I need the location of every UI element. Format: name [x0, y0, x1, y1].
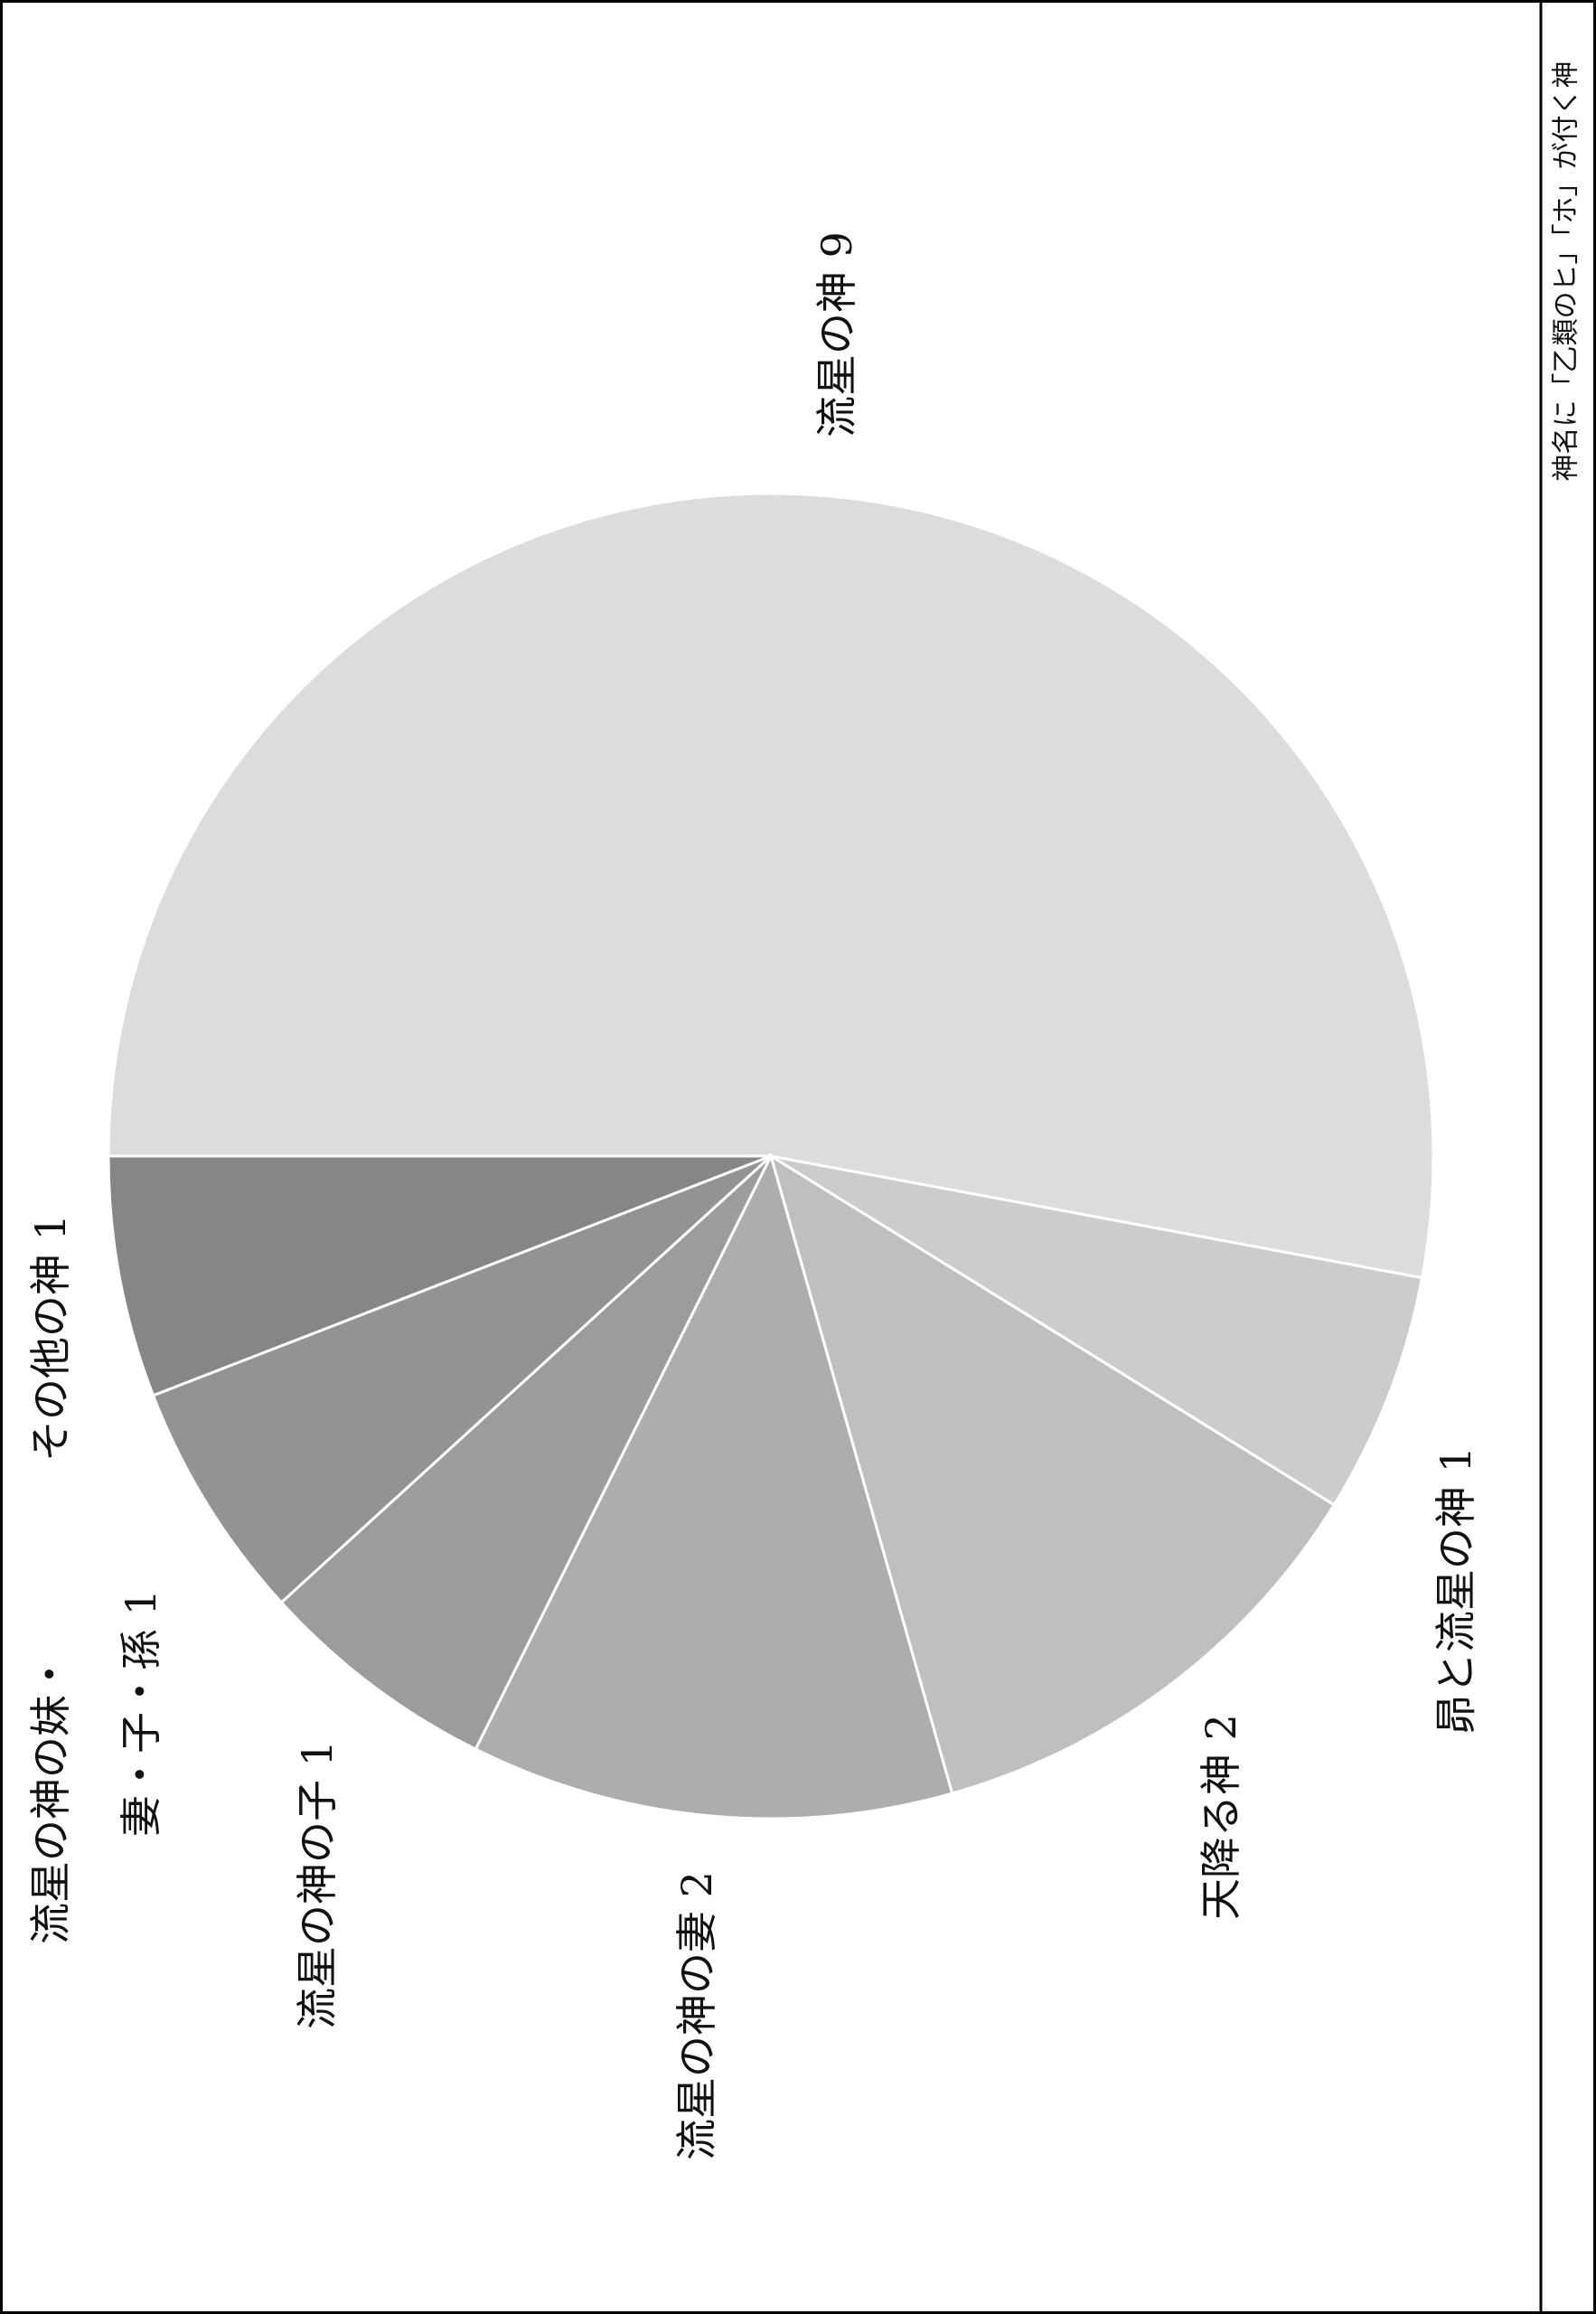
pie-label-6-line2: 妻・子・孫 1 [117, 1589, 165, 1837]
pie-label-1: 流星の神 9 [812, 231, 861, 437]
pie-slice-5 [279, 1154, 773, 1752]
pie-label-7: その他の神 1 [26, 1214, 75, 1462]
pie-labels: 流星の神 9 昴と流星の神 1 天降る神 2 流星の神の妻 2 流星の神の子 1 流星の神… [26, 231, 1480, 2160]
pie-label-6: 流星の神の妹・ [26, 1653, 75, 1944]
pie-slice-3 [768, 1152, 1337, 1795]
chart-title: 神名に「乙類のヒ」「ホ」が付く神 [1551, 61, 1582, 482]
pie-label-2: 昴と流星の神 1 [1432, 1446, 1480, 1736]
pie-slice-1 [107, 492, 1435, 1280]
pie-slice-7 [107, 1154, 772, 1397]
pie-label-3: 天降る神 2 [1197, 1714, 1245, 1920]
pie-slice-2 [770, 1154, 1424, 1507]
pie-slices [107, 492, 1435, 1820]
pie-slice-6 [151, 1154, 773, 1604]
pie-label-4: 流星の神の妻 2 [672, 1871, 721, 2160]
pie-slice-4 [474, 1152, 954, 1820]
pie-label-5: 流星の神の子 1 [293, 1740, 342, 2029]
